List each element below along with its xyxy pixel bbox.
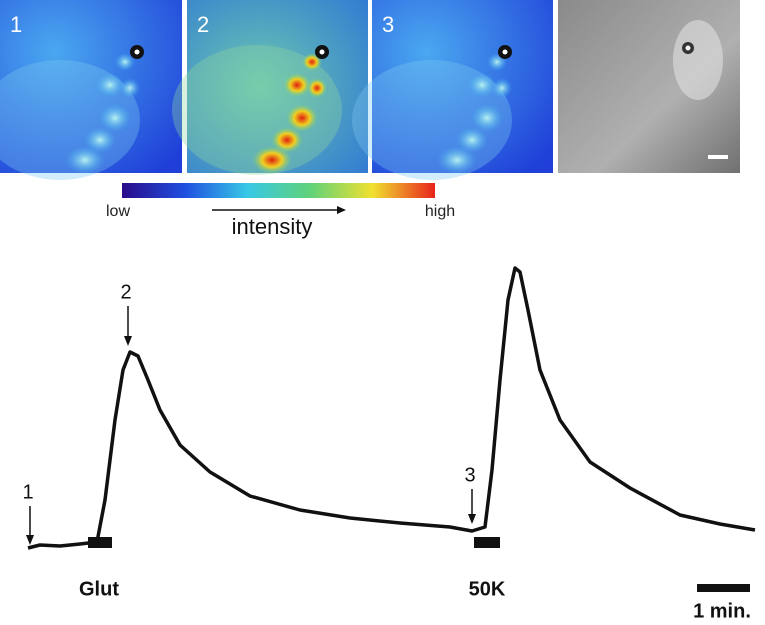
trace-marker: 3 (464, 464, 475, 486)
stimulus-bar (88, 537, 112, 548)
image-panel: 2 (172, 0, 368, 175)
image-panel: 1 (0, 0, 182, 180)
arrow-head (124, 336, 132, 346)
stimulus-bar (474, 537, 500, 548)
stimulus-label: Glut (79, 578, 119, 600)
colorbar (122, 183, 435, 198)
trace-marker: 2 (120, 281, 131, 303)
colorbar-low: low (106, 203, 130, 220)
scale-bar-label: 1 min. (693, 600, 751, 622)
arrow-head (468, 514, 476, 524)
stimulus-label: 50K (469, 578, 506, 600)
image-panel (558, 0, 740, 173)
image-panel: 3 (352, 0, 553, 180)
scale-bar (697, 584, 750, 592)
colorbar-label: intensity (232, 214, 313, 239)
arrow-head (26, 535, 34, 545)
trace-line (27, 266, 756, 550)
arrow-head (337, 206, 346, 214)
colorbar-high: high (425, 203, 455, 220)
panel-label: 2 (197, 12, 209, 37)
panel-label: 1 (10, 12, 22, 37)
panel-label: 3 (382, 12, 394, 37)
trace-marker: 1 (22, 481, 33, 503)
